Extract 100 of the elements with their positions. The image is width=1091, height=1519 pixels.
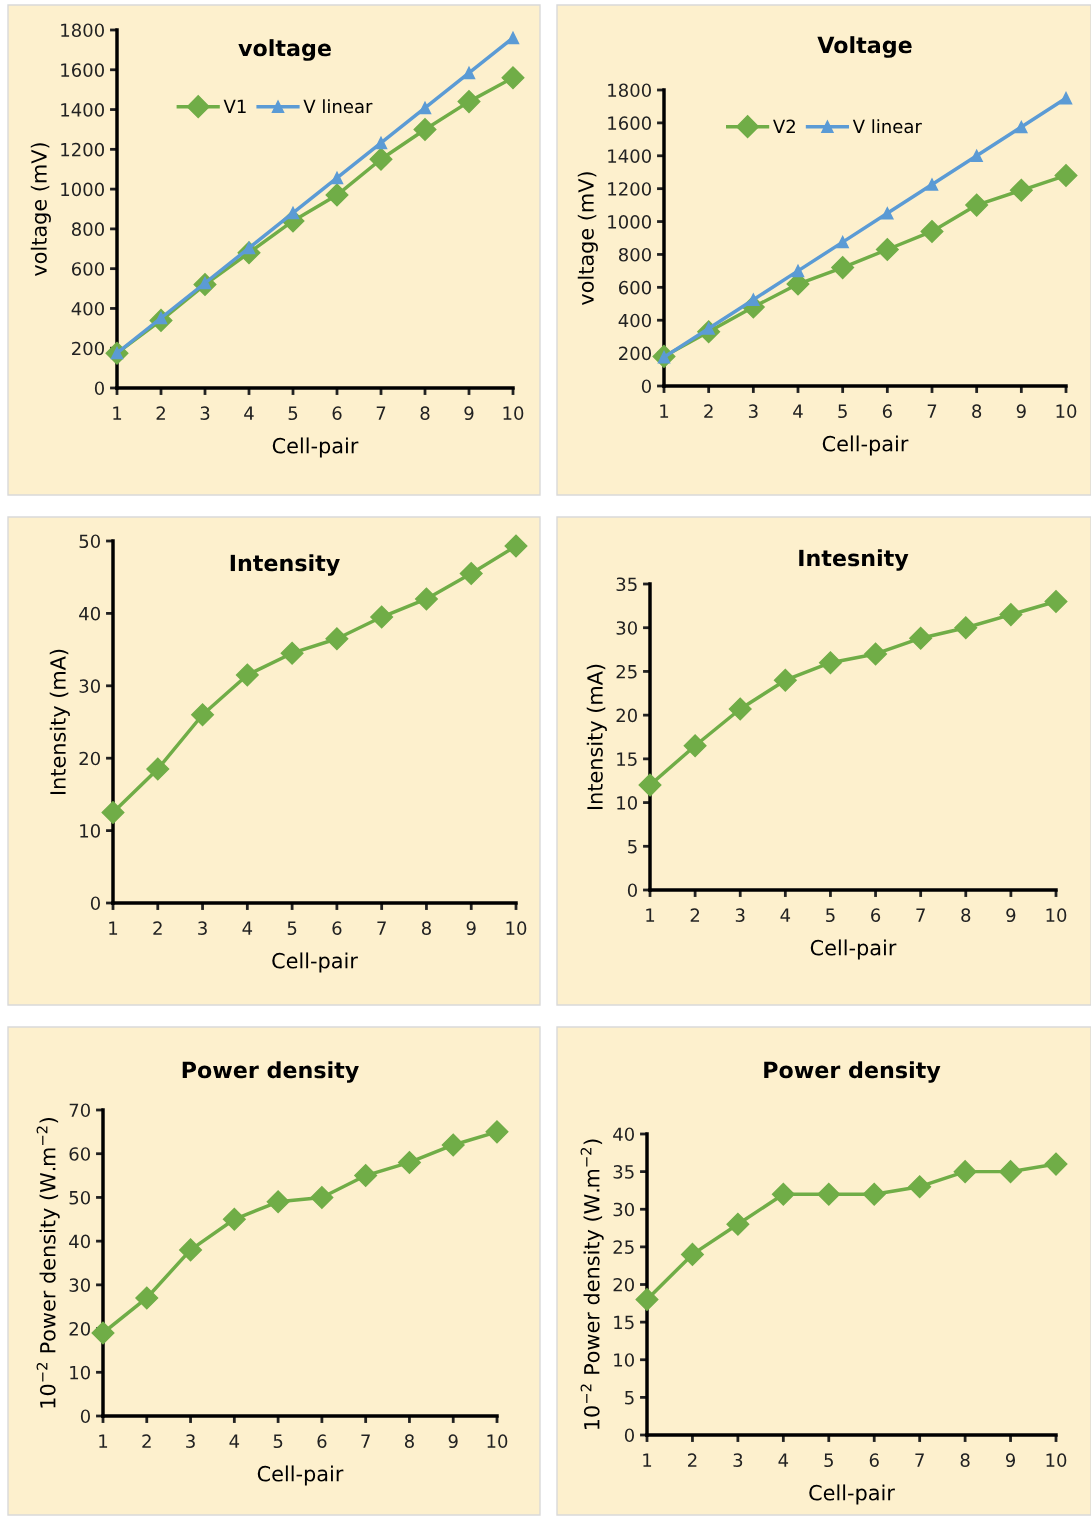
- x-tick-label: 8: [960, 1453, 970, 1468]
- x-tick-label: 7: [376, 406, 386, 420]
- y-tick-label: 1600: [61, 63, 104, 77]
- point: [369, 147, 393, 171]
- point: [726, 1212, 750, 1236]
- point: [864, 642, 888, 666]
- point: [91, 1321, 115, 1345]
- y-tick-label: 25: [616, 664, 637, 679]
- y-tick-label: 40: [69, 1234, 90, 1249]
- chart-title: Intesnity: [799, 549, 909, 571]
- point: [506, 31, 520, 45]
- point: [836, 235, 849, 249]
- chart-title: Power density: [764, 1061, 941, 1083]
- x-tick-label: 9: [1016, 404, 1026, 419]
- legend-label: V linear: [303, 99, 373, 114]
- y-tick-label: 800: [618, 247, 651, 262]
- point: [397, 1150, 421, 1174]
- y-tick-label: 35: [616, 577, 637, 592]
- point: [875, 238, 899, 262]
- x-tick-label: 8: [961, 908, 971, 923]
- y-tick-label: 5: [628, 839, 637, 854]
- x-tick-label: 2: [688, 1453, 697, 1467]
- x-tick-label: 1: [643, 1453, 652, 1467]
- point: [235, 663, 259, 687]
- point: [266, 1190, 290, 1214]
- y-axis-title: 10$^{−2}$ Power density (W.m$^{−2}$): [36, 1118, 60, 1408]
- x-tick-label: 8: [420, 406, 430, 421]
- x-tick-label: 2: [156, 406, 165, 420]
- point: [791, 264, 805, 278]
- x-tick-label: 5: [838, 404, 847, 419]
- y-tick-label: 10: [70, 1365, 90, 1380]
- point: [908, 1175, 932, 1199]
- legend-label: V2: [773, 119, 795, 133]
- x-tick-label: 1: [646, 908, 655, 922]
- y-tick-label: 0: [90, 896, 100, 911]
- point: [441, 1133, 465, 1157]
- y-tick-label: 0: [94, 381, 104, 396]
- point: [462, 66, 476, 80]
- point: [773, 668, 797, 692]
- x-tick-label: 2: [704, 404, 713, 418]
- y-tick-label: 70: [69, 1103, 90, 1118]
- x-axis-title: Cell-pair: [272, 952, 358, 973]
- x-tick-label: 9: [466, 921, 476, 936]
- y-tick-label: 50: [79, 534, 100, 549]
- x-tick-label: 4: [242, 921, 253, 935]
- x-axis-title: Cell-pair: [809, 1484, 895, 1505]
- legend-label: V1: [223, 99, 246, 113]
- x-tick-label: 6: [332, 406, 342, 421]
- x-tick-label: 5: [288, 406, 298, 421]
- y-tick-label: 200: [619, 346, 651, 361]
- x-tick-label: 8: [404, 1434, 414, 1449]
- y-tick-label: 0: [80, 1409, 90, 1424]
- x-tick-label: 5: [287, 921, 297, 936]
- point: [638, 773, 662, 797]
- x-tick-label: 10: [1046, 908, 1067, 923]
- x-tick-label: 9: [464, 406, 474, 421]
- x-tick-label: 5: [824, 1453, 833, 1468]
- point: [418, 101, 432, 115]
- x-tick-label: 8: [421, 921, 431, 936]
- y-tick-label: 10: [617, 796, 637, 810]
- y-tick-label: 10: [614, 1353, 634, 1367]
- point: [354, 1164, 378, 1188]
- point: [501, 66, 525, 90]
- x-tick-label: 6: [332, 921, 342, 936]
- x-tick-label: 9: [1006, 908, 1016, 923]
- y-tick-label: 1400: [608, 149, 651, 163]
- point: [970, 149, 983, 163]
- y-tick-label: 0: [641, 379, 651, 394]
- x-tick-label: 4: [244, 406, 254, 420]
- point: [280, 641, 304, 665]
- point: [965, 193, 989, 217]
- y-tick-label: 600: [618, 280, 651, 295]
- point: [920, 219, 944, 243]
- y-tick-label: 1400: [61, 103, 104, 117]
- point: [862, 1182, 886, 1206]
- point: [191, 703, 215, 727]
- x-tick-label: 6: [317, 1434, 327, 1449]
- y-tick-label: 1800: [61, 23, 104, 38]
- y-tick-label: 30: [613, 1202, 634, 1217]
- x-axis-title: Cell-pair: [272, 437, 359, 458]
- legend-label: V linear: [852, 119, 922, 134]
- x-tick-label: 2: [690, 908, 700, 922]
- y-axis-title: voltage (mV): [30, 143, 51, 277]
- x-tick-label: 7: [916, 908, 925, 922]
- y-tick-label: 60: [69, 1147, 90, 1161]
- y-tick-label: 5: [625, 1391, 634, 1405]
- y-axis-title: Intensity (mA): [586, 664, 607, 810]
- x-tick-label: 6: [882, 404, 892, 419]
- x-tick-label: 4: [780, 908, 791, 922]
- y-tick-label: 200: [72, 341, 104, 356]
- x-tick-label: 4: [778, 1453, 789, 1467]
- text: Intensity: [230, 554, 340, 576]
- point: [728, 697, 752, 721]
- x-tick-label: 1: [660, 404, 669, 418]
- x-tick-label: 7: [377, 921, 386, 935]
- x-tick-label: 2: [153, 921, 162, 935]
- x-tick-label: 9: [448, 1434, 458, 1449]
- point: [831, 256, 855, 280]
- y-axis-title: voltage (mV): [577, 172, 598, 306]
- y-tick-label: 1000: [61, 182, 104, 197]
